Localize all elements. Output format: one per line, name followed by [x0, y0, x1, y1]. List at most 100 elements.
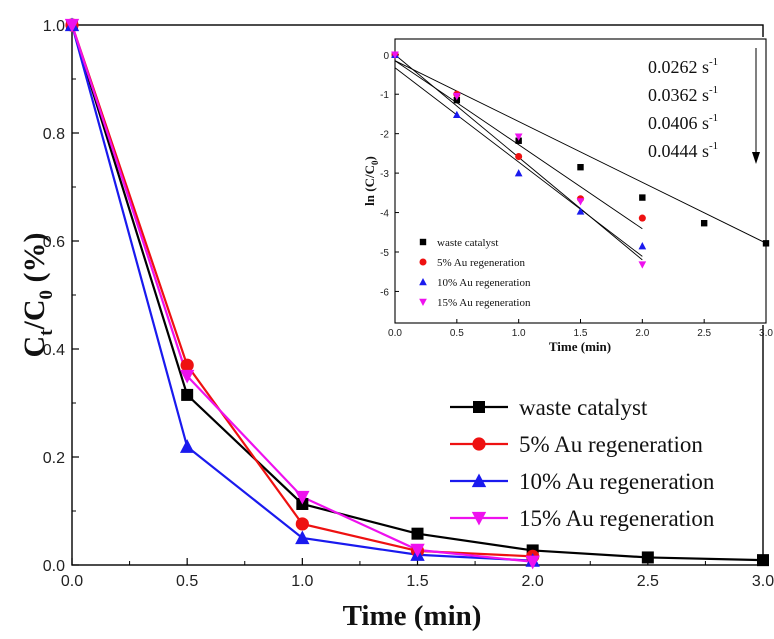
main-x-axis-title: Time (min) [343, 600, 482, 632]
inset-x-tick-label: 2.0 [635, 328, 649, 339]
main-x-tick-label: 1.5 [406, 573, 428, 590]
inset-x-tick-label: 1.0 [512, 328, 526, 339]
main-y-title-c: C [18, 336, 51, 358]
inset-x-tick-label: 0.5 [450, 328, 464, 339]
inset-data-point [452, 92, 461, 101]
inset-data-point [638, 261, 647, 269]
inset-legend: waste catalyst 5% Au regeneration 10% Au r… [419, 237, 531, 309]
rate-constant-label: 0.0406 s-1 [648, 112, 718, 133]
rate-constant-label: 0.0362 s-1 [648, 84, 718, 105]
inset-y-tick-label: -4 [380, 209, 389, 220]
inset-axis-ticks: 0.0 0.5 1.0 1.5 2.0 2.5 3.0 0 -1 -2 -3 -4 -5 -6 [380, 51, 773, 339]
main-y-tick-label: 0.6 [43, 234, 65, 251]
inset-data-point [515, 153, 523, 161]
inset-data-point [452, 110, 461, 118]
main-data-point [181, 388, 194, 401]
main-y-title-unit: (%) [18, 233, 51, 290]
main-y-tick-label: 1.0 [43, 18, 65, 35]
main-y-tick-label: 0.2 [43, 450, 65, 467]
main-data-point [295, 490, 310, 505]
inset-legend-marker [419, 238, 427, 246]
main-data-point [295, 530, 310, 545]
main-plot: 0.0 0.5 1.0 1.5 2.0 2.5 3.00.00.20.40.60.81.0 … [18, 17, 774, 632]
main-x-tick-label: 0.0 [61, 573, 83, 590]
main-y-tick-label: 0.8 [43, 126, 65, 143]
main-data-point [411, 527, 424, 540]
inset-legend-label: 10% Au regeneration [437, 277, 531, 289]
main-x-tick-label: 3.0 [752, 573, 774, 590]
main-x-tick-label: 1.0 [291, 573, 313, 590]
inset-y-tick-label: -5 [380, 248, 389, 259]
svg-text:Ct/C0 (%): Ct/C0 (%) [18, 233, 57, 358]
rate-constant-label: 0.0262 s-1 [648, 56, 718, 77]
main-legend-swatch-marker [473, 401, 485, 413]
inset-data-point [638, 214, 646, 222]
inset-series-group [391, 50, 770, 269]
main-legend-label: 5% Au regeneration [519, 432, 703, 457]
inset-y-tick-label: 0 [383, 51, 389, 62]
main-legend-label: 10% Au regeneration [519, 469, 715, 494]
main-legend-swatch-marker [471, 473, 487, 488]
inset-y-tick-label: -2 [380, 130, 389, 141]
inset-y-title-sub: 0 [370, 160, 380, 165]
svg-text:ln (C/C0): ln (C/C0) [362, 156, 380, 206]
main-data-point [641, 551, 654, 564]
main-x-tick-label: 2.5 [637, 573, 659, 590]
inset-data-point [514, 133, 523, 141]
main-y-title-over-c: /C [18, 299, 51, 330]
inset-data-point [700, 220, 708, 227]
inset-legend-marker [419, 258, 427, 266]
main-series-group [64, 17, 769, 570]
main-legend: waste catalyst 5% Au regeneration 10% Au r… [450, 395, 715, 531]
main-x-tick-label: 2.0 [522, 573, 544, 590]
inset-legend-marker [419, 277, 427, 286]
inset-legend-label: waste catalyst [437, 237, 498, 249]
inset-data-point [577, 163, 584, 171]
main-data-point [180, 358, 194, 372]
inset-x-axis-title: Time (min) [549, 339, 611, 354]
main-data-point [757, 554, 769, 567]
main-x-tick-label: 0.5 [176, 573, 198, 590]
inset-y-title-tail: ) [362, 156, 377, 160]
inset-data-point [638, 242, 647, 250]
inset-data-point [576, 207, 585, 215]
inset-x-tick-label: 1.5 [574, 328, 588, 339]
main-y-tick-label: 0.0 [43, 558, 65, 575]
main-data-point [64, 18, 80, 33]
inset-plot-frame [390, 37, 772, 325]
inset-data-point [391, 51, 399, 59]
inset-legend-marker [419, 298, 427, 307]
inset-data-point [639, 194, 646, 201]
rate-constant-label: 0.0444 s-1 [648, 140, 718, 161]
main-data-point [179, 369, 195, 384]
inset-legend-label: 5% Au regeneration [437, 257, 525, 269]
main-legend-swatch-marker [471, 511, 487, 526]
main-legend-label: 15% Au regeneration [519, 506, 715, 531]
main-y-title-sub-0: 0 [36, 290, 57, 300]
main-y-axis-title: Ct/C0 (%) [18, 233, 57, 358]
main-data-point [295, 517, 309, 531]
inset-y-tick-label: -3 [380, 169, 389, 180]
rate-arrow [752, 48, 760, 164]
main-legend-swatch-marker [472, 437, 486, 451]
main-legend-label: waste catalyst [519, 395, 648, 420]
inset-y-title-main: ln (C/C [362, 165, 377, 206]
inset-data-point [514, 169, 523, 177]
main-data-point [525, 555, 540, 570]
main-data-point [410, 543, 425, 558]
inset-y-tick-label: -6 [380, 287, 389, 298]
main-y-title-sub-t: t [36, 329, 57, 336]
main-y-tick-label: 0.4 [43, 342, 65, 359]
rate-constant-annotations: 0.0262 s-1 0.0362 s-1 0.0406 s-1 0.0444 s-1 [648, 56, 718, 161]
inset-legend-label: 15% Au regeneration [437, 297, 531, 309]
inset-y-axis-title: ln (C/C0) [362, 156, 380, 206]
main-axis-ticks: 0.0 0.5 1.0 1.5 2.0 2.5 3.0 0.0 0.2 0.4 0.6 0.8 1.0 [43, 18, 774, 590]
inset-data-point [762, 240, 770, 247]
inset-x-tick-label: 0.0 [388, 328, 402, 339]
inset-plot: 0.0 0.5 1.0 1.5 2.0 2.5 3.0 0 -1 -2 -3 -4 -5 -6 Time … [362, 37, 773, 354]
inset-data-point [576, 198, 585, 206]
inset-x-tick-label: 3.0 [759, 328, 773, 339]
inset-fit-line [394, 67, 643, 257]
inset-x-tick-label: 2.5 [697, 328, 711, 339]
